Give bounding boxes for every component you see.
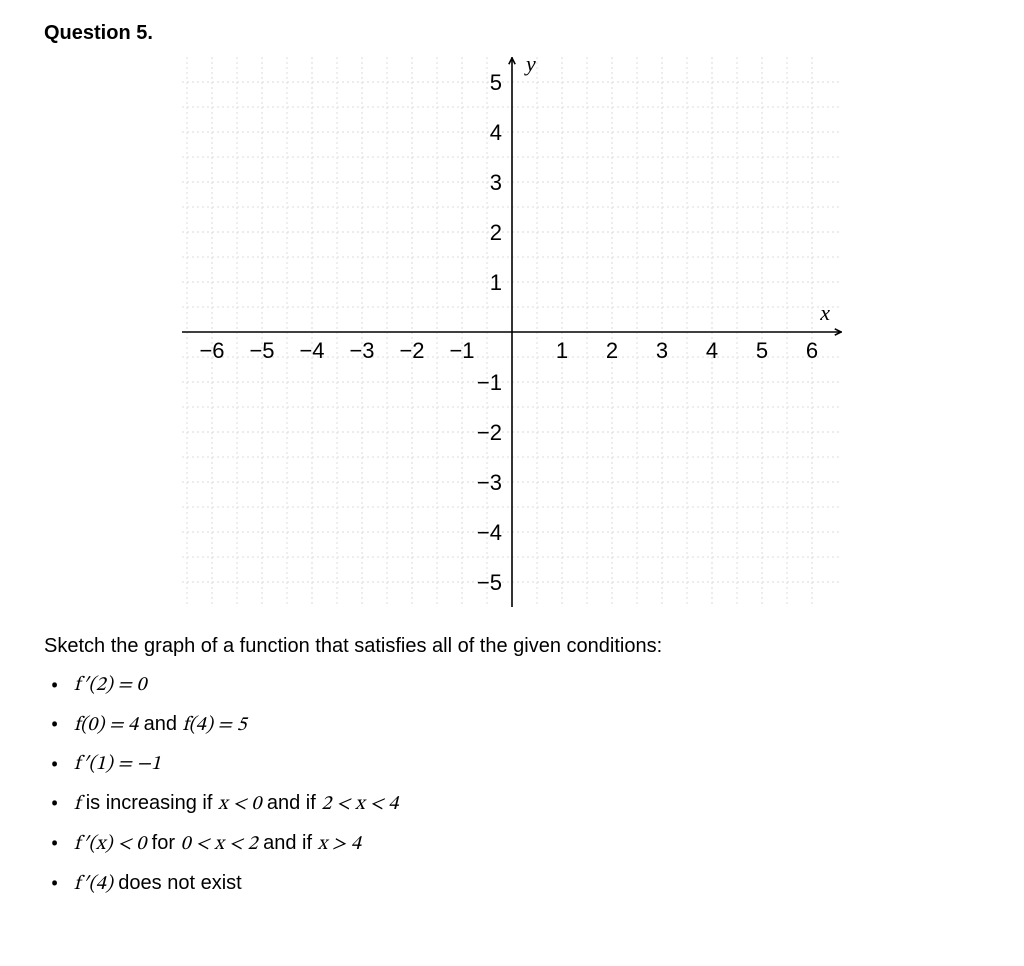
svg-text:−2: −2 [399, 338, 424, 363]
svg-text:−5: −5 [477, 570, 502, 595]
svg-text:5: 5 [756, 338, 768, 363]
svg-text:−3: −3 [349, 338, 374, 363]
svg-text:2: 2 [490, 220, 502, 245]
svg-text:1: 1 [556, 338, 568, 363]
svg-text:1: 1 [490, 270, 502, 295]
svg-text:x: x [819, 300, 830, 325]
svg-text:−1: −1 [477, 370, 502, 395]
condition-item: f ′(x) < 0 for 0 < x < 2 and if x > 4 [48, 830, 980, 858]
svg-text:2: 2 [606, 338, 618, 363]
svg-text:4: 4 [706, 338, 718, 363]
svg-text:−6: −6 [199, 338, 224, 363]
svg-text:3: 3 [490, 170, 502, 195]
svg-text:5: 5 [490, 70, 502, 95]
svg-text:4: 4 [490, 120, 502, 145]
chart-container: −6 −5 −4 −3 −2 −1 1 2 3 4 5 6 −5 −4 −3 −2 −1 1 2 3 4 5 y x [44, 57, 980, 607]
condition-item: f ′(2) = 0 [48, 672, 980, 699]
coordinate-axes-chart: −6 −5 −4 −3 −2 −1 1 2 3 4 5 6 −5 −4 −3 −2 −1 1 2 3 4 5 y x [182, 57, 842, 607]
condition-item: f(0) = 4 and f(4) = 5 [48, 711, 980, 739]
svg-text:−3: −3 [477, 470, 502, 495]
svg-text:3: 3 [656, 338, 668, 363]
question-title: Question 5. [44, 22, 980, 45]
svg-text:6: 6 [806, 338, 818, 363]
svg-text:−2: −2 [477, 420, 502, 445]
condition-item: f ′(4) does not exist [48, 870, 980, 898]
svg-text:−4: −4 [299, 338, 324, 363]
condition-item: f is increasing if x < 0 and if 2 < x < … [48, 790, 980, 818]
svg-text:y: y [524, 57, 536, 76]
condition-item: f ′(1) = −1 [48, 751, 980, 778]
svg-text:−4: −4 [477, 520, 502, 545]
conditions-list: f ′(2) = 0 f(0) = 4 and f(4) = 5 f ′(1) = … [48, 672, 980, 898]
svg-text:−1: −1 [449, 338, 474, 363]
prompt-text: Sketch the graph of a function that sati… [44, 635, 980, 658]
svg-text:−5: −5 [249, 338, 274, 363]
